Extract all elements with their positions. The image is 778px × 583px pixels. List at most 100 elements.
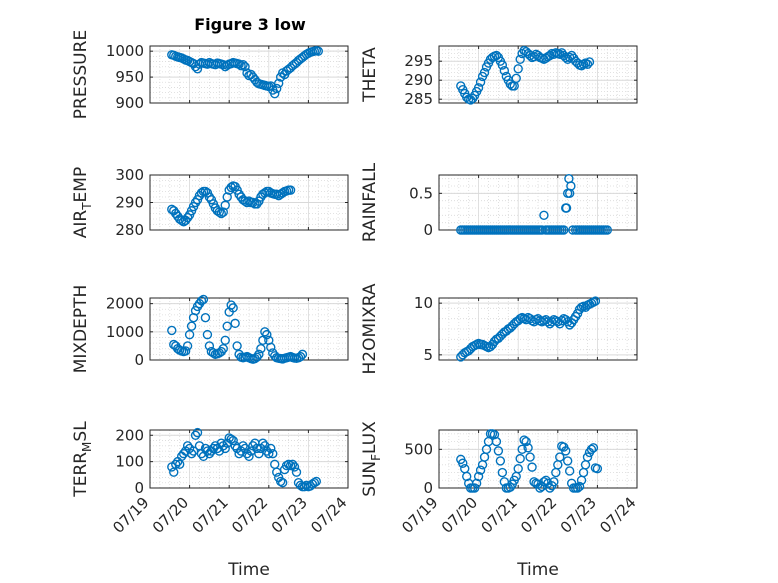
axes-box: [438, 297, 638, 361]
y-tick-label: 0: [134, 479, 144, 497]
x-tick-label: 07/19: [109, 494, 152, 537]
data-point: [268, 449, 278, 459]
data-point: [266, 342, 276, 353]
data-point: [238, 59, 248, 70]
data-point: [311, 476, 322, 487]
y-axis-label: TERRMSL: [71, 421, 94, 498]
data-point: [226, 434, 236, 444]
data-point: [230, 318, 240, 329]
y-tick-label: 950: [115, 68, 144, 86]
data-point: [564, 466, 575, 476]
data-point: [549, 477, 559, 487]
data-point: [204, 341, 215, 351]
data-point: [515, 453, 525, 464]
data-point: [244, 451, 254, 462]
data-point: [198, 294, 209, 305]
data-point: [264, 449, 274, 459]
data-point: [277, 478, 288, 488]
data-point: [555, 452, 565, 462]
data-point: [226, 300, 236, 310]
data-point: [272, 467, 282, 477]
plot-area: [150, 430, 348, 488]
data-point: [216, 346, 226, 357]
data-point: [262, 329, 272, 340]
data-point: [214, 207, 225, 217]
data-point: [563, 456, 573, 466]
data-point: [582, 59, 593, 69]
data-point: [475, 77, 486, 87]
data-point: [561, 446, 571, 456]
data-point: [190, 197, 201, 208]
data-point: [222, 321, 232, 331]
data-point: [272, 83, 282, 94]
data-point: [297, 349, 308, 360]
y-axis-label: SUNFLUX: [360, 421, 383, 497]
data-point: [283, 459, 294, 469]
data-point: [254, 349, 264, 360]
data-point: [469, 483, 480, 493]
x-tick-label: 07/19: [398, 494, 441, 537]
data-point: [539, 210, 549, 221]
y-axis-label: RAINFALL: [360, 162, 380, 242]
y-tick-label: 2000: [106, 295, 144, 313]
data-point: [559, 225, 569, 235]
data-point: [299, 481, 310, 492]
y-axis-label: THETA: [360, 47, 380, 103]
data-point: [287, 459, 298, 469]
data-point: [228, 435, 238, 446]
data-point: [180, 346, 191, 356]
y-tick-label: 200: [115, 426, 144, 444]
y-tick-label: 1000: [106, 42, 144, 60]
data-point: [521, 436, 531, 447]
x-axis-label: Time: [516, 560, 559, 580]
x-tick-label: 07/22: [228, 494, 271, 537]
data-point: [190, 430, 201, 440]
data-point: [584, 57, 595, 67]
data-point: [208, 443, 219, 454]
data-point: [291, 467, 302, 477]
y-axis-label: H2OMIXRA: [360, 283, 380, 374]
data-point: [216, 208, 226, 219]
data-point: [182, 212, 193, 223]
y-tick-label: 0: [134, 351, 144, 369]
data-point: [572, 483, 583, 493]
x-axis-label: Time: [227, 560, 270, 580]
data-point: [232, 341, 242, 351]
data-point: [566, 181, 576, 191]
data-point: [176, 215, 187, 226]
data-point: [167, 325, 177, 336]
data-point: [586, 444, 597, 455]
data-point: [499, 65, 510, 76]
data-point: [458, 458, 468, 468]
figure-title: Figure 3 low: [194, 15, 306, 34]
y-axis-label: PRESSURE: [71, 30, 91, 119]
y-tick-label: 285: [404, 90, 433, 108]
data-point: [289, 462, 300, 472]
x-tick-label: 07/24: [307, 494, 350, 537]
data-point: [285, 185, 296, 195]
data-point: [220, 443, 230, 454]
data-point: [258, 438, 268, 448]
y-tick-label: 100: [115, 453, 144, 471]
data-point: [202, 446, 213, 456]
data-point: [491, 436, 502, 447]
data-point: [248, 197, 258, 208]
data-point: [244, 196, 254, 206]
data-point: [200, 313, 211, 323]
data-point: [260, 327, 270, 337]
data-point: [275, 476, 286, 487]
data-point: [497, 467, 508, 478]
data-point: [590, 296, 601, 306]
data-point: [497, 60, 508, 70]
x-tick-label: 07/20: [438, 494, 481, 537]
y-tick-label: 295: [404, 52, 433, 70]
data-point: [270, 88, 280, 99]
data-point: [246, 446, 256, 456]
data-point: [285, 460, 296, 471]
data-point: [254, 449, 264, 459]
data-point: [523, 443, 533, 453]
data-point: [592, 463, 603, 474]
data-point: [561, 203, 572, 213]
